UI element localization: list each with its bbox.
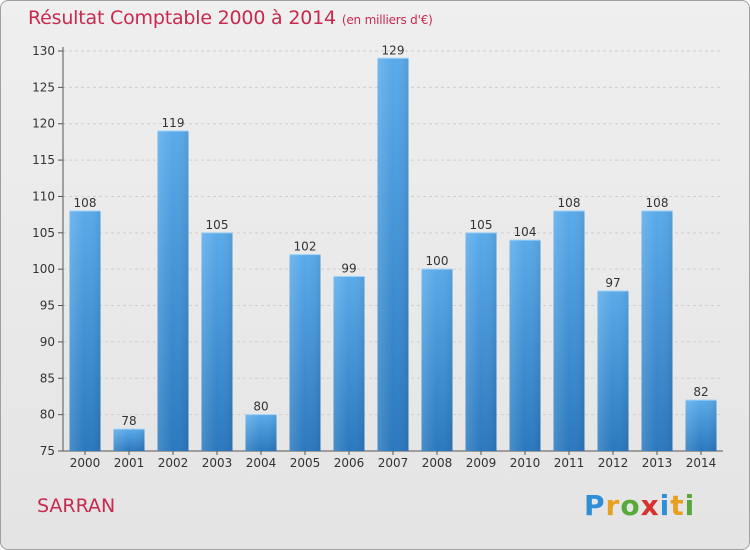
- logo-letter: i: [659, 489, 671, 522]
- bar-shade: [465, 232, 497, 451]
- x-tick-label: 2008: [422, 456, 453, 470]
- bar-value-label: 119: [162, 116, 185, 130]
- bar-shade: [157, 131, 189, 451]
- x-tick-label: 2013: [642, 456, 673, 470]
- bar-value-label: 105: [206, 218, 229, 232]
- y-tick-label: 125: [32, 80, 55, 94]
- y-tick-label: 120: [32, 117, 55, 131]
- bar-shade: [113, 429, 145, 451]
- bar-shade: [597, 291, 629, 451]
- x-tick-label: 2005: [290, 456, 321, 470]
- y-tick-label: 85: [40, 371, 55, 385]
- x-tick-label: 2001: [114, 456, 145, 470]
- y-tick-label: 95: [40, 299, 55, 313]
- x-tick-label: 2004: [246, 456, 277, 470]
- bar-value-label: 82: [693, 385, 708, 399]
- bar-value-label: 80: [253, 400, 268, 414]
- bar-shade: [289, 254, 321, 451]
- bar-shade: [69, 211, 101, 451]
- proxiti-logo: Proxiti: [584, 489, 695, 522]
- bar-value-label: 100: [426, 254, 449, 268]
- bar-value-label: 108: [646, 196, 669, 210]
- bar-shade: [201, 232, 233, 451]
- bar-value-label: 104: [514, 225, 537, 239]
- x-tick-label: 2002: [158, 456, 189, 470]
- chart-title-text: Résultat Comptable 2000 à 2014: [28, 7, 336, 29]
- chart-title: Résultat Comptable 2000 à 2014 (en millie…: [28, 7, 433, 29]
- bar-value-label: 78: [121, 414, 136, 428]
- bar-shade: [685, 400, 717, 451]
- logo-letter: r: [605, 489, 621, 522]
- x-tick-label: 2003: [202, 456, 233, 470]
- bar-value-label: 108: [558, 196, 581, 210]
- x-tick-label: 2007: [378, 456, 409, 470]
- y-tick-label: 80: [40, 408, 55, 422]
- bar-value-label: 99: [341, 261, 356, 275]
- y-tick-label: 110: [32, 189, 55, 203]
- logo-letter: x: [640, 489, 660, 522]
- logo-letter: t: [670, 489, 685, 522]
- logo-letter: o: [620, 489, 641, 522]
- bar-value-label: 102: [294, 240, 317, 254]
- y-tick-label: 90: [40, 335, 55, 349]
- bar-value-label: 108: [74, 196, 97, 210]
- y-tick-label: 105: [32, 226, 55, 240]
- x-tick-label: 2000: [70, 456, 101, 470]
- bar-shade: [245, 414, 277, 451]
- bar-shade: [421, 269, 453, 451]
- x-tick-label: 2014: [686, 456, 717, 470]
- x-tick-label: 2010: [510, 456, 541, 470]
- logo-letter: i: [684, 489, 696, 522]
- y-tick-label: 115: [32, 153, 55, 167]
- bar-value-label: 105: [470, 218, 493, 232]
- place-name: SARRAN: [37, 495, 116, 517]
- bar-shade: [377, 58, 409, 451]
- x-tick-label: 2011: [554, 456, 585, 470]
- bar-value-label: 129: [382, 43, 405, 57]
- bar-shade: [553, 211, 585, 451]
- chart-subtitle: (en milliers d'€): [341, 13, 433, 27]
- x-tick-label: 2012: [598, 456, 629, 470]
- x-tick-label: 2006: [334, 456, 365, 470]
- bars: [69, 57, 717, 451]
- bar-shade: [641, 211, 673, 451]
- x-tick-label: 2009: [466, 456, 497, 470]
- bar-shade: [333, 276, 365, 451]
- logo-letter: P: [584, 489, 606, 522]
- labels: 108 78 119 105 80 102 99 129 100 105 104 108 97 108 82: [74, 43, 709, 428]
- bar-shade: [509, 240, 541, 451]
- y-tick-label: 100: [32, 262, 55, 276]
- y-tick-label: 75: [40, 444, 55, 458]
- y-tick-label: 130: [32, 44, 55, 58]
- bar-value-label: 97: [605, 276, 620, 290]
